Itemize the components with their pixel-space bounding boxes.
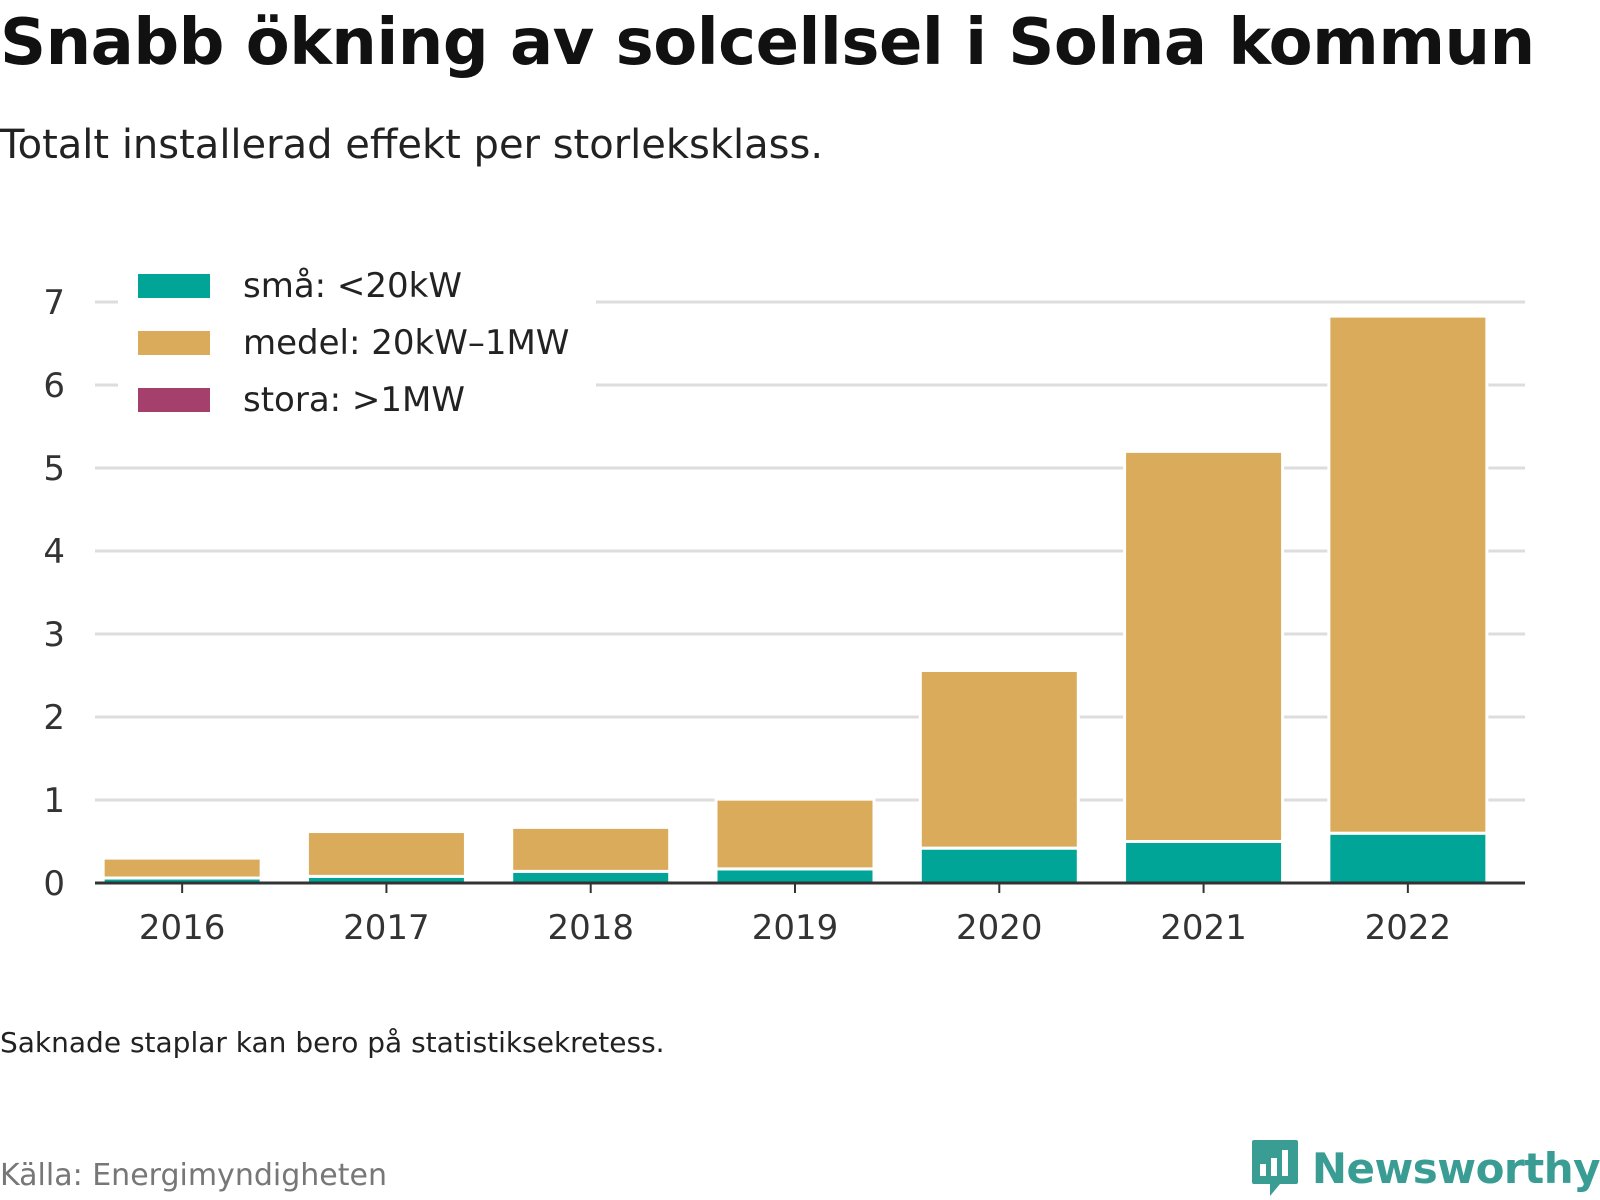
legend-label: små: <20kW <box>243 266 462 306</box>
legend-label: medel: 20kW–1MW <box>243 323 569 363</box>
chart-subtitle: Totalt installerad effekt per storlekskl… <box>0 122 824 168</box>
brand-logo: Newsworthy <box>1250 1138 1600 1198</box>
x-tick-label: 2016 <box>139 908 226 948</box>
source-label: Källa: Energimyndigheten <box>0 1158 387 1193</box>
legend-swatch <box>138 274 210 298</box>
chart-area: 0 1 2 3 4 5 6 7 2016 2017 2018 2019 2020 2021 2022 små:… <box>0 250 1600 980</box>
bar-segment <box>1327 314 1489 835</box>
bar-segment <box>918 846 1080 885</box>
legend-swatch <box>138 331 210 355</box>
bar-segment <box>305 830 467 878</box>
bar-segment <box>510 825 672 873</box>
y-tick-label: 1 <box>43 781 65 821</box>
x-tick-label: 2021 <box>1160 908 1247 948</box>
x-tick-label: 2019 <box>752 908 839 948</box>
bar-segment <box>1123 449 1285 843</box>
stacked-bar-chart: 0 1 2 3 4 5 6 7 2016 2017 2018 2019 2020 2021 2022 små:… <box>43 250 1525 948</box>
y-tick-label: 6 <box>43 366 65 406</box>
y-tick-label: 2 <box>43 698 65 738</box>
bar-segment <box>510 869 672 885</box>
newsworthy-logo-icon <box>1251 1140 1298 1196</box>
x-tick-label: 2022 <box>1365 908 1452 948</box>
x-tick-label: 2020 <box>956 908 1043 948</box>
footnote: Saknade staplar kan bero på statistiksek… <box>0 1026 665 1059</box>
y-tick-label: 7 <box>43 283 65 323</box>
y-tick-label: 0 <box>43 864 65 904</box>
brand-name: Newsworthy <box>1311 1143 1600 1193</box>
x-tick-label: 2017 <box>343 908 430 948</box>
legend-label: stora: >1MW <box>243 380 465 420</box>
y-tick-label: 4 <box>43 532 65 572</box>
bar-segment <box>1123 840 1285 885</box>
bar-segment <box>714 867 876 885</box>
bar-segment <box>101 856 263 880</box>
bar-segment <box>918 669 1080 850</box>
bar-segment <box>714 797 876 871</box>
legend-swatch <box>138 388 210 412</box>
chart-title: Snabb ökning av solcellsel i Solna kommu… <box>0 6 1535 80</box>
y-tick-label: 3 <box>43 615 65 655</box>
y-tick-label: 5 <box>43 449 65 489</box>
bar-segment <box>1327 831 1489 885</box>
x-tick-label: 2018 <box>547 908 634 948</box>
